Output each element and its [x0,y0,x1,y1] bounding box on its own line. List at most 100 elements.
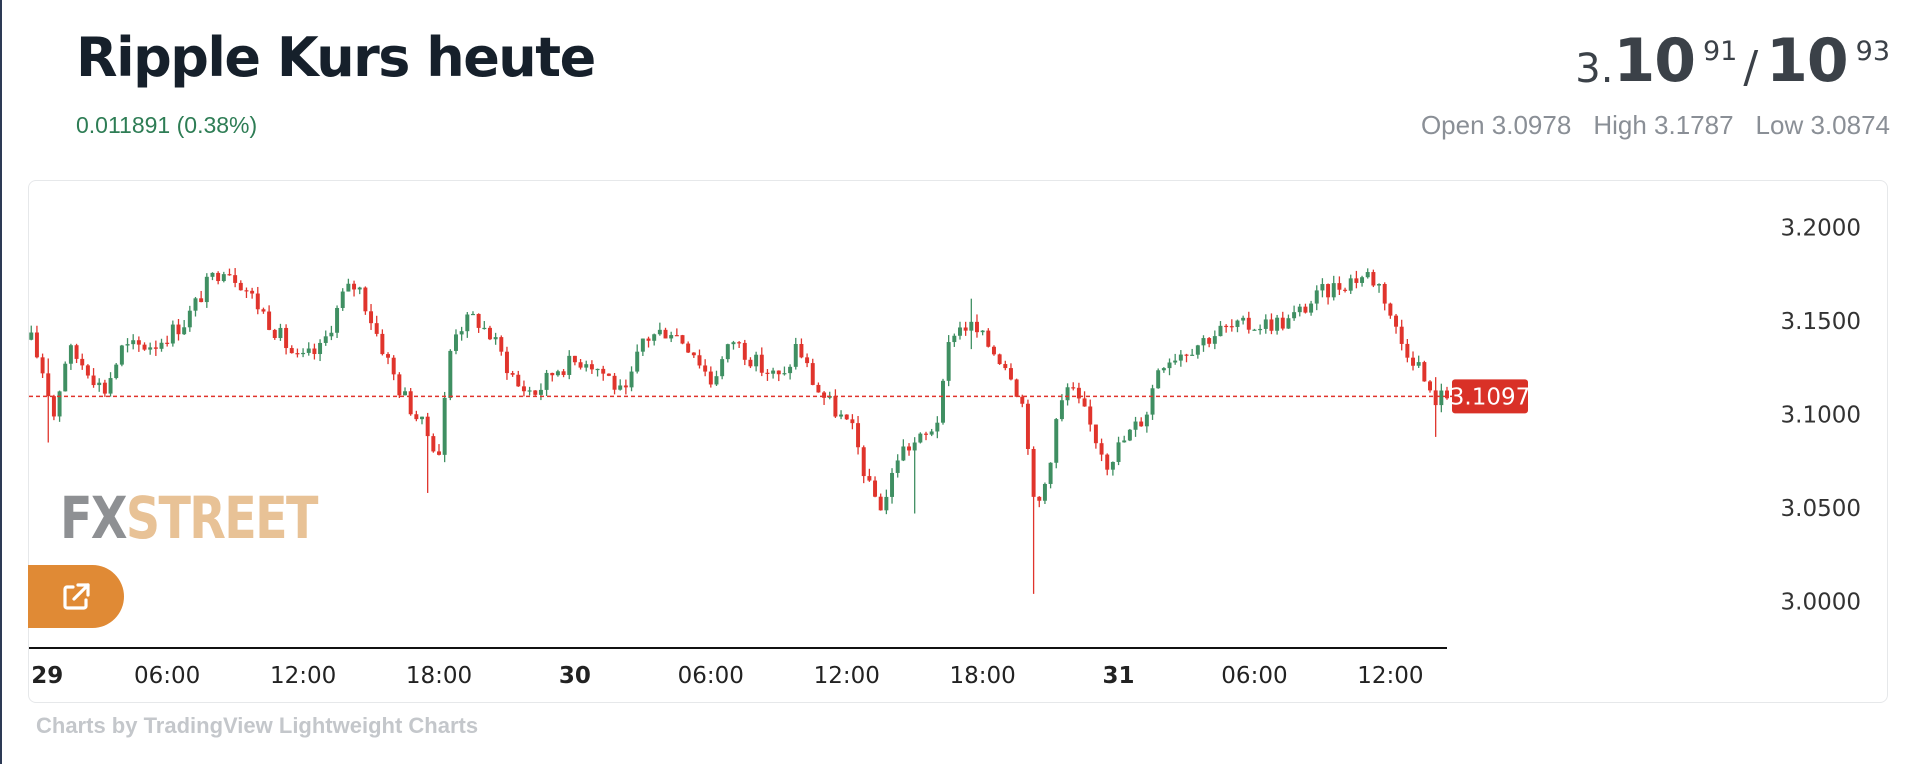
candle-down [1303,306,1308,313]
candle-down [816,384,821,393]
candle-up [720,359,725,377]
candle-down [34,332,39,358]
candle-down [244,290,249,292]
candle-down [431,436,436,452]
candle-down [805,357,810,364]
candle-up [1173,360,1178,363]
candle-up [1167,362,1172,369]
candle-down [1082,398,1087,407]
candle-down [80,358,85,366]
candle-up [340,291,345,308]
candle-up [1416,362,1421,366]
price-prefix: 3. [1575,46,1614,92]
candle-down [1014,379,1019,397]
candle-down [1093,424,1098,444]
candle-down [1037,496,1042,501]
candle-down [907,446,912,451]
candle-up [221,274,226,282]
candle-down [1411,357,1416,366]
candle-down [1388,303,1393,316]
candle-down [267,311,272,330]
candle-up [788,366,793,374]
candle-up [193,298,198,311]
candle-down [1422,362,1427,382]
candle-up [1377,283,1382,286]
candle-up [890,472,895,497]
candle-up [595,368,600,371]
candle-up [538,389,543,395]
candle-up [839,414,844,417]
candle-down [697,355,702,366]
candle-up [1275,317,1280,331]
candle-up [1297,306,1302,313]
candle-down [261,309,266,312]
candle-up [1110,461,1115,470]
candle-down [1326,284,1331,298]
y-tick-label: 3.1000 [1781,403,1861,429]
candle-up [1144,414,1149,427]
candle-down [1224,325,1229,328]
candle-up [1292,312,1297,319]
candle-up [771,370,776,374]
candle-up [1263,319,1268,329]
candle-up [318,342,323,355]
candle-down [878,496,883,511]
candle-down [391,357,396,375]
candle-down [1099,443,1104,455]
candle-up [335,307,340,333]
candle-up [969,321,974,331]
candle-down [833,396,838,417]
candle-up [29,332,34,340]
candle-down [136,340,141,345]
candle-up [669,335,674,339]
x-tick-label: 30 [559,663,591,689]
ohl-stats: Open 3.0978 High 3.1787 Low 3.0874 [1421,110,1890,141]
candle-down [1003,364,1008,369]
x-tick-label: 06:00 [1221,663,1287,689]
candle-up [1314,290,1319,304]
candle-up [1042,483,1047,501]
candle-up [323,336,328,343]
candle-up [210,272,215,277]
candle-up [657,329,662,335]
candle-down [1343,289,1348,291]
candle-down [165,342,170,344]
candle-down [873,480,878,497]
candle-down [1008,368,1013,380]
candle-down [572,355,577,363]
candle-up [97,382,102,386]
x-tick-label: 12:00 [1357,663,1423,689]
candle-up [148,347,153,350]
candle-down [1076,387,1081,399]
candle-down [425,416,430,437]
candle-down [850,419,855,424]
open-chart-button[interactable] [28,565,124,628]
candle-up [159,342,164,349]
candlestick-chart[interactable]: 3.2000 3.1500 3.1000 3.0500 3.0000 3.1097 29 06… [29,181,1887,702]
ask-small-digits: 93 [1855,36,1890,67]
candle-down [414,414,419,420]
candle-up [1133,421,1138,430]
candle-down [510,373,515,375]
candle-down [561,371,566,375]
candle-up [68,345,73,364]
candle-up [403,391,408,396]
candle-down [1354,278,1359,283]
candle-up [1195,345,1200,355]
candle-down [102,382,107,394]
candle-down [799,343,804,358]
candle-down [765,372,770,374]
candle-up [793,343,798,367]
candle-up [1235,320,1240,327]
candle-up [941,380,945,423]
candle-up [357,287,362,290]
candle-down [516,374,521,387]
candle-down [1088,406,1093,425]
candle-up [131,340,136,345]
candle-down [374,323,379,334]
candle-down [233,275,238,283]
price-change: 0.011891 (0.38%) [76,112,258,138]
candle-up [1320,284,1325,291]
candle-down [408,391,413,415]
candle-up [935,422,940,432]
